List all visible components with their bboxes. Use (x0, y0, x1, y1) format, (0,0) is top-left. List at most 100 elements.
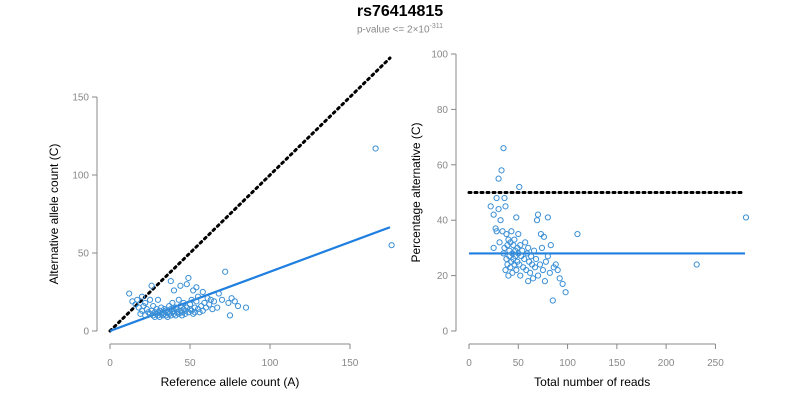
data-point (528, 253, 535, 260)
data-point (210, 298, 218, 305)
y-tick-label: 0 (442, 327, 448, 338)
data-point (498, 167, 505, 174)
y-tick-label: 100 (72, 171, 89, 182)
data-point (242, 304, 250, 311)
x-axis-label: Total number of reads (534, 375, 650, 389)
data-point (511, 236, 518, 243)
data-point (556, 275, 563, 282)
data-point (169, 299, 176, 307)
x-tick-label: 250 (707, 358, 724, 369)
data-point (175, 296, 182, 303)
data-point (529, 275, 537, 282)
data-point (544, 253, 551, 260)
y-axis-label: Percentage alternative (C) (409, 122, 423, 262)
data-point (503, 230, 510, 238)
subtitle-exponent: -311 (429, 23, 444, 30)
x-tick-label: 100 (262, 358, 279, 369)
data-point (521, 255, 528, 263)
x-tick-label: 50 (184, 358, 196, 369)
x-axis-label: Reference allele count (A) (161, 375, 300, 389)
data-point (170, 287, 178, 294)
data-point (190, 287, 197, 294)
chart-subtitle: p-value <= 2×10-311 (0, 23, 800, 35)
y-tick-label: 60 (437, 160, 449, 171)
data-point (154, 296, 162, 303)
data-point (145, 309, 152, 316)
y-tick-label: 0 (83, 327, 89, 338)
data-point (215, 290, 222, 297)
x-tick-label: 200 (658, 358, 675, 369)
data-point (515, 230, 522, 238)
data-point (190, 310, 197, 317)
data-point (547, 242, 554, 249)
reference-line-dotted (108, 56, 392, 333)
data-point (138, 293, 146, 300)
data-point (542, 258, 549, 265)
data-point (541, 278, 549, 285)
data-point (140, 302, 147, 310)
data-point (742, 214, 750, 221)
data-point (164, 313, 171, 321)
data-point (549, 297, 556, 304)
data-point (540, 233, 548, 240)
data-point (222, 268, 229, 275)
data-point (226, 312, 234, 319)
y-axis-label: Alternative allele count (C) (47, 144, 61, 285)
data-point (492, 225, 499, 232)
y-tick-label: 40 (437, 216, 449, 227)
data-point (500, 250, 507, 257)
y-tick-label: 100 (431, 50, 448, 61)
data-point (501, 194, 508, 202)
subtitle-times: × (412, 24, 419, 36)
data-point (166, 302, 173, 310)
data-point (214, 304, 221, 311)
data-point (534, 211, 542, 218)
x-tick-label: 0 (107, 358, 113, 369)
data-point (193, 284, 200, 291)
data-point (231, 298, 238, 305)
x-tick-label: 0 (466, 358, 472, 369)
y-tick-label: 20 (437, 271, 449, 282)
data-point (530, 247, 538, 254)
scatter-panel-1: 0 50 100 150 0 50 100 150 Reference allele count… (47, 56, 395, 389)
data-point (148, 282, 155, 289)
data-point (225, 299, 232, 307)
x-tick-label: 150 (609, 358, 626, 369)
data-point (500, 145, 507, 152)
data-point (502, 203, 509, 210)
data-point (177, 282, 184, 289)
data-point (490, 211, 497, 218)
scatter-panel-2: 0 20 40 60 80 100 0 50 100 150 200 250 Total number … (409, 50, 750, 389)
data-point (196, 309, 203, 316)
data-point (218, 296, 226, 303)
data-point (554, 266, 561, 274)
data-point (372, 145, 379, 152)
data-point (525, 244, 532, 251)
data-point (202, 304, 210, 311)
data-point (496, 239, 503, 246)
data-point (513, 266, 520, 274)
subtitle-prefix: p-value <= 2 (356, 24, 413, 36)
data-point (228, 295, 235, 302)
data-point (539, 266, 547, 274)
data-point (199, 307, 206, 314)
data-point (559, 280, 566, 288)
data-point (150, 302, 157, 310)
data-point (497, 217, 504, 224)
data-point (519, 247, 526, 254)
data-point (513, 214, 520, 221)
data-point (146, 296, 154, 303)
data-point (126, 290, 133, 297)
x-tick-label: 150 (342, 358, 359, 369)
y-tick-label: 50 (78, 249, 90, 260)
data-point (517, 242, 524, 249)
data-point (536, 261, 544, 268)
data-point (544, 214, 551, 221)
data-point (185, 274, 192, 282)
subtitle-base: 10 (418, 24, 430, 36)
y-tick-label: 150 (72, 93, 89, 104)
data-point (546, 269, 553, 276)
data-point (194, 293, 202, 300)
chart-title: rs76414815 (356, 3, 444, 20)
